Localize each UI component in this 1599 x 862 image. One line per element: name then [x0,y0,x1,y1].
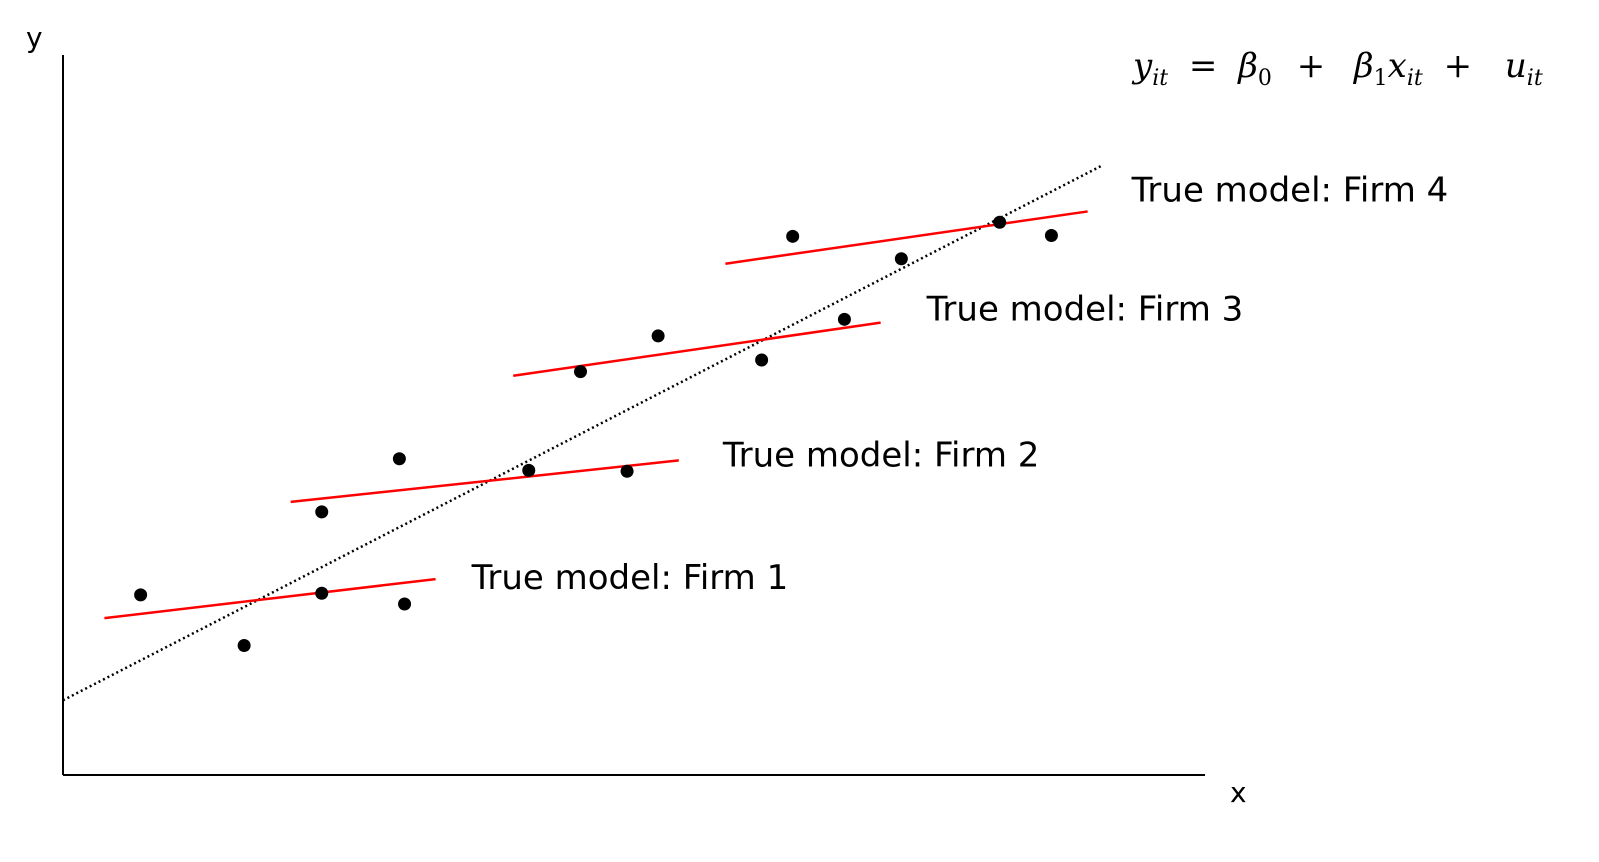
pooled-regression-line [62,163,1104,702]
firm-1-data-point-3 [315,586,329,600]
eq-beta0: β [1236,46,1258,86]
firm-2-data-point-1 [315,505,329,519]
firm-3-true-model-line [513,321,881,378]
firm-4-data-point-2 [894,252,908,266]
eq-y-sub: it [1152,66,1168,91]
eq-u-sub: it [1527,66,1543,91]
eq-beta1: β [1352,46,1374,86]
firm-2-label: True model: Firm 2 [722,435,1040,475]
firm-1-data-point-1 [134,588,148,602]
y-axis-label: y [26,21,43,54]
firm-4-data-point-4 [1044,229,1058,242]
firm-2-true-model-line [290,459,679,504]
firm-2-data-point-2 [392,452,406,466]
firm-1-data-point-4 [398,597,412,611]
firm-4-true-model-line [725,210,1088,265]
eq-u: u [1505,46,1527,86]
firm-3-label: True model: Firm 3 [926,290,1244,330]
firm-1-label: True model: Firm 1 [471,558,789,598]
firm-2-data-point-3 [522,463,536,477]
eq-plus-2: + [1444,46,1473,86]
eq-equals: = [1189,46,1218,86]
firm-3-data-point-2 [651,329,665,343]
firm-3-data-point-4 [837,312,851,326]
eq-beta0-sub: 0 [1258,66,1272,91]
eq-x-sub: it [1407,66,1423,91]
eq-beta1-sub: 1 [1374,66,1388,91]
firm-1-true-model-line [104,577,436,620]
firm-4-data-point-1 [786,229,800,243]
firm-3-data-point-3 [755,353,769,367]
firm-4-label: True model: Firm 4 [1131,170,1449,210]
firm-4-data-point-3 [993,215,1007,229]
firm-1-data-point-2 [237,639,251,653]
eq-x: x [1388,46,1407,86]
regression-equation: yit = β0 + β1xit + uit [1131,46,1543,94]
x-axis-label: x [1230,776,1247,809]
eq-y: y [1131,46,1153,86]
eq-plus-1: + [1297,46,1326,86]
firm-3-data-point-1 [574,365,587,379]
firm-2-data-point-4 [620,464,634,478]
chart-marks: True model: Firm 1 True model: Firm 2 True… [62,163,1449,702]
